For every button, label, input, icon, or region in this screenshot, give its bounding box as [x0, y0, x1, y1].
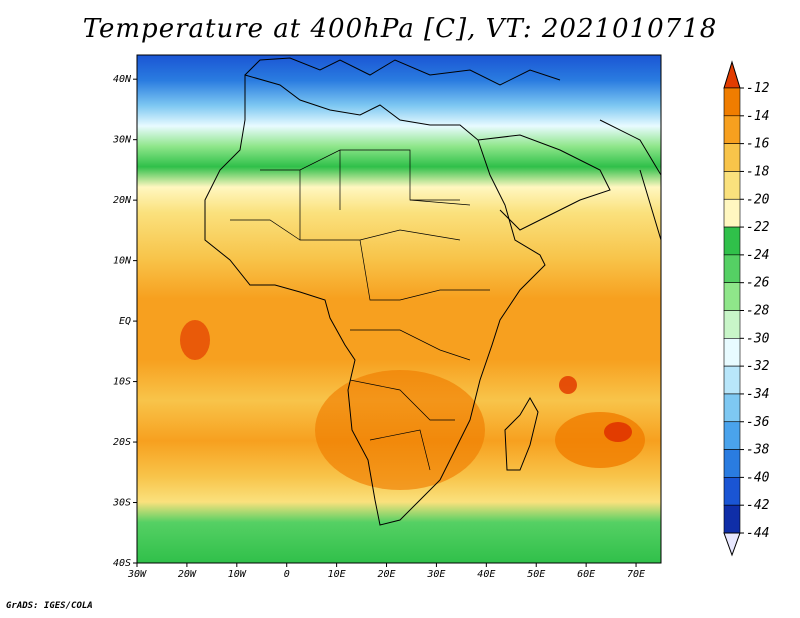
- footer-credit: GrADS: IGES/COLA: [6, 601, 93, 611]
- colorbar-swatch: [723, 143, 741, 172]
- warm-anomaly-indian-ocean: [555, 412, 645, 468]
- colorbar-top-arrow: [723, 60, 741, 89]
- lat-axis: 40N 30N 20N 10N EQ 10S 20S 30S 40S: [112, 74, 137, 569]
- colorbar-label: -28: [746, 304, 770, 319]
- madagascar-coastline: [504, 397, 539, 471]
- lat-tick-label: 40S: [113, 558, 131, 569]
- warm-anomaly-southern-africa: [315, 370, 485, 490]
- colorbar-label: -26: [746, 276, 770, 291]
- lat-tick-label: 20S: [113, 437, 131, 448]
- lon-axis: 30W 20W 10W 0 10E 20E 30E 40E 50E 60E 70E: [127, 563, 645, 580]
- lon-tick-label: 10E: [328, 569, 346, 580]
- colorbar-swatch: [723, 477, 741, 506]
- lon-tick-label: 30E: [426, 569, 445, 580]
- arabia-coastline: [477, 134, 611, 231]
- colorbar-label: -32: [746, 359, 770, 374]
- colorbar-label: -40: [746, 470, 770, 485]
- colorbar-label: -12: [746, 81, 770, 96]
- lon-tick-label: 10W: [228, 569, 247, 580]
- lon-tick-label: 50E: [527, 569, 545, 580]
- map-frame: [136, 54, 662, 564]
- lat-tick-label: EQ: [119, 316, 131, 327]
- colorbar-bottom-arrow: [723, 532, 741, 557]
- colorbar-label: -38: [746, 443, 770, 458]
- colorbar: -12 -14 -16 -18 -20 -22 -24 -26 -28 -30 -32 -34 -36 -…: [723, 60, 770, 557]
- hot-core-east: [559, 376, 577, 394]
- colorbar-label: -34: [746, 387, 769, 402]
- colorbar-swatch: [723, 449, 741, 478]
- colorbar-swatch: [723, 338, 741, 367]
- colorbar-swatch: [723, 87, 741, 117]
- lon-tick-label: 0: [284, 569, 290, 580]
- lon-tick-label: 20E: [377, 569, 395, 580]
- colorbar-label: -14: [746, 109, 769, 124]
- lon-tick-label: 70E: [627, 569, 645, 580]
- colorbar-label: -22: [746, 220, 770, 235]
- colorbar-swatch: [723, 504, 741, 534]
- chart-title: Temperature at 400hPa [C], VT: 202101071…: [82, 14, 718, 44]
- lat-tick-label: 30S: [112, 498, 131, 509]
- colorbar-swatch: [723, 393, 741, 423]
- europe-coastline: [244, 57, 561, 86]
- lon-tick-label: 60E: [577, 569, 595, 580]
- lon-tick-label: 20W: [178, 569, 197, 580]
- colorbar-swatch: [723, 115, 741, 144]
- lat-tick-label: 40N: [113, 74, 132, 85]
- colorbar-swatch: [723, 365, 741, 395]
- country-borders: [230, 149, 490, 471]
- lon-tick-label: 40E: [477, 569, 495, 580]
- colorbar-swatch: [723, 310, 741, 339]
- lat-tick-label: 30N: [112, 135, 132, 146]
- colorbar-swatch: [723, 254, 741, 283]
- colorbar-label: -18: [746, 164, 770, 179]
- colorbar-label: -42: [746, 498, 770, 513]
- lat-tick-label: 10N: [113, 256, 132, 267]
- colorbar-label: -20: [746, 192, 770, 207]
- africa-coastline: [204, 74, 546, 526]
- colorbar-label: -30: [746, 331, 770, 346]
- hot-core-atlantic: [180, 320, 210, 360]
- lat-tick-label: 20N: [113, 195, 132, 206]
- hot-core-indian-ocean: [604, 422, 632, 442]
- colorbar-label: -24: [746, 248, 769, 263]
- colorbar-swatch: [723, 282, 741, 311]
- colorbar-swatch: [723, 198, 741, 228]
- colorbar-swatch: [723, 226, 741, 256]
- colorbar-swatch: [723, 171, 741, 200]
- lat-tick-label: 10S: [113, 377, 131, 388]
- colorbar-label: -16: [746, 137, 770, 152]
- india-coastline: [599, 119, 662, 241]
- map-plot-area: [137, 55, 662, 563]
- colorbar-label: -36: [746, 415, 770, 430]
- colorbar-swatch: [723, 421, 741, 450]
- lon-tick-label: 30W: [127, 569, 147, 580]
- colorbar-label: -44: [746, 526, 769, 541]
